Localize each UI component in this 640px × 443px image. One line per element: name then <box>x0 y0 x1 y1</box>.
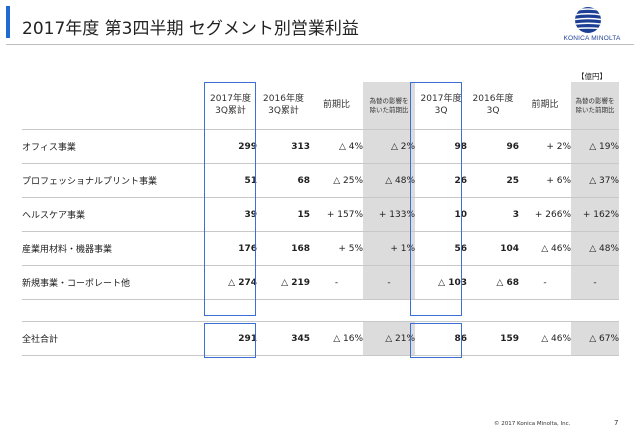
value-cell: 51 <box>204 163 257 198</box>
title-bar: 2017年度 第3四半期 セグメント別営業利益 KONICA MINOLTA <box>0 0 640 52</box>
segment-label: 産業用材料・機器事業 <box>22 231 204 266</box>
table-spacer-row <box>22 300 619 322</box>
header-cell: 2017年度 3Q累計 <box>210 94 251 116</box>
value-cell: 176 <box>204 231 257 266</box>
total-label: 全社合計 <box>22 321 204 356</box>
value-cell: - <box>519 265 571 300</box>
globe-logo-icon <box>575 7 601 33</box>
company-logo: KONICA MINOLTA <box>548 6 636 46</box>
value-cell: △ 46% <box>519 321 571 356</box>
table-row: 新規事業・コーポレート他 △ 274 △ 219 - - △ 103 △ 68 … <box>22 265 619 300</box>
table-header-row: 2017年度 3Q累計 2016年度 3Q累計 前期比 為替の影響を 除いた前期比 2… <box>22 82 619 130</box>
value-cell: 3 <box>467 197 519 232</box>
header-cell: 前期比 <box>531 99 559 110</box>
value-cell: + 157% <box>310 197 363 232</box>
header-cell: 前期比 <box>322 99 350 110</box>
title-divider <box>6 44 634 45</box>
value-cell: + 2% <box>519 129 571 164</box>
header-cell: 為替の影響を 除いた前期比 <box>363 82 415 130</box>
segment-profit-table: 2017年度 3Q累計 2016年度 3Q累計 前期比 為替の影響を 除いた前期比 2… <box>22 82 619 356</box>
segment-label: 新規事業・コーポレート他 <box>22 265 204 300</box>
table-row: ヘルスケア事業 39 15 + 157% + 133% 10 3 + 266% … <box>22 197 619 232</box>
value-cell: 313 <box>257 129 310 164</box>
value-cell: 39 <box>204 197 257 232</box>
value-cell: 104 <box>467 231 519 266</box>
value-cell: △ 46% <box>519 231 571 266</box>
value-cell: - <box>363 265 415 300</box>
header-cell: 為替の影響を 除いた前期比 <box>571 82 619 130</box>
value-cell: △ 37% <box>571 163 619 198</box>
page-title: 2017年度 第3四半期 セグメント別営業利益 <box>22 19 359 39</box>
value-cell: + 6% <box>519 163 571 198</box>
value-cell: △ 21% <box>363 321 415 356</box>
page-number: 7 <box>614 419 619 427</box>
copyright-footer: © 2017 Konica Minolta, Inc. <box>494 421 571 427</box>
value-cell: △ 4% <box>310 129 363 164</box>
value-cell: 96 <box>467 129 519 164</box>
value-cell: - <box>310 265 363 300</box>
value-cell: △ 67% <box>571 321 619 356</box>
logo-wordmark: KONICA MINOLTA <box>563 35 621 42</box>
value-cell: 86 <box>415 321 467 356</box>
value-cell: + 162% <box>571 197 619 232</box>
value-cell: △ 68 <box>467 265 519 300</box>
value-cell: 291 <box>204 321 257 356</box>
table-row: 産業用材料・機器事業 176 168 + 5% + 1% 56 104 △ 46… <box>22 231 619 266</box>
table-row: オフィス事業 299 313 △ 4% △ 2% 98 96 + 2% △ 19… <box>22 129 619 164</box>
table-row: プロフェッショナルプリント事業 51 68 △ 25% △ 48% 26 25 … <box>22 163 619 198</box>
value-cell: △ 19% <box>571 129 619 164</box>
segment-label: ヘルスケア事業 <box>22 197 204 232</box>
value-cell: 159 <box>467 321 519 356</box>
header-cell: 2017年度 3Q <box>420 94 462 116</box>
value-cell: △ 103 <box>415 265 467 300</box>
unit-label: 【億円】 <box>577 72 607 81</box>
value-cell: + 1% <box>363 231 415 266</box>
total-row: 全社合計 291 345 △ 16% △ 21% 86 159 △ 46% △ … <box>22 321 619 356</box>
value-cell: △ 25% <box>310 163 363 198</box>
title-accent-bar <box>6 6 10 38</box>
value-cell: △ 16% <box>310 321 363 356</box>
segment-label: オフィス事業 <box>22 129 204 164</box>
header-cell: 2016年度 3Q <box>472 94 514 116</box>
value-cell: 68 <box>257 163 310 198</box>
value-cell: 26 <box>415 163 467 198</box>
value-cell: 299 <box>204 129 257 164</box>
value-cell: △ 2% <box>363 129 415 164</box>
value-cell: + 266% <box>519 197 571 232</box>
header-blank <box>22 82 204 130</box>
value-cell: 15 <box>257 197 310 232</box>
value-cell: 10 <box>415 197 467 232</box>
segment-label: プロフェッショナルプリント事業 <box>22 163 204 198</box>
value-cell: 345 <box>257 321 310 356</box>
header-cell: 2016年度 3Q累計 <box>263 94 304 116</box>
value-cell: △ 274 <box>204 265 257 300</box>
value-cell: + 5% <box>310 231 363 266</box>
value-cell: △ 48% <box>363 163 415 198</box>
value-cell: 25 <box>467 163 519 198</box>
value-cell: 98 <box>415 129 467 164</box>
value-cell: - <box>571 265 619 300</box>
value-cell: 168 <box>257 231 310 266</box>
value-cell: △ 219 <box>257 265 310 300</box>
value-cell: + 133% <box>363 197 415 232</box>
value-cell: △ 48% <box>571 231 619 266</box>
value-cell: 56 <box>415 231 467 266</box>
